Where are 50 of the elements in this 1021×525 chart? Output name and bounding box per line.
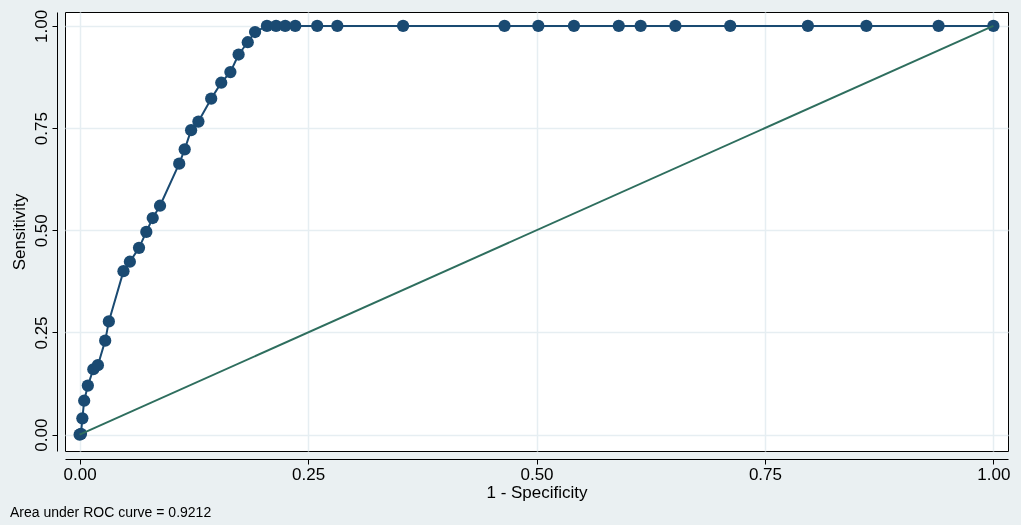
point (178, 143, 191, 156)
point (215, 76, 228, 89)
point (724, 19, 737, 33)
point (248, 25, 262, 39)
point (102, 315, 115, 328)
x-tick-label: 0.75 (748, 464, 782, 484)
point (932, 19, 945, 33)
point (99, 334, 112, 347)
point (279, 19, 292, 33)
x-tick-label: 0.50 (520, 464, 554, 484)
point (205, 92, 218, 105)
y-tick-label: 0.25 (31, 316, 51, 350)
point (146, 211, 159, 225)
text: Area under ROC curve = 0.9212 (10, 504, 212, 520)
point (81, 379, 94, 392)
x-axis-title: 1 - Specificity (486, 482, 589, 502)
point (669, 19, 682, 33)
y-tick-label: 0.50 (31, 214, 51, 248)
point (224, 65, 237, 79)
point (232, 48, 245, 61)
point (140, 225, 153, 239)
point (860, 19, 873, 33)
point (331, 19, 344, 33)
point (184, 124, 198, 137)
x-tick-label: 1.00 (977, 464, 1011, 484)
x-tick-label: 0.25 (292, 464, 326, 484)
x-tick-label: 0.00 (63, 464, 97, 484)
point (634, 19, 647, 33)
y-tick-label: 0.75 (31, 112, 51, 146)
point (532, 19, 545, 33)
point (132, 241, 146, 254)
point (123, 255, 136, 268)
point (173, 157, 186, 170)
point (311, 19, 324, 33)
point (498, 19, 511, 33)
y-axis-title: Sensitivity (9, 193, 29, 271)
point (76, 412, 89, 425)
point (567, 19, 581, 33)
point (612, 19, 625, 33)
point (78, 394, 91, 407)
y-tick-label: 1.00 (31, 9, 51, 43)
y-tick-label: 0.00 (31, 418, 51, 452)
point (396, 19, 410, 33)
point (289, 19, 302, 33)
point (192, 115, 205, 128)
point (91, 359, 105, 372)
point (153, 199, 167, 212)
point (241, 36, 254, 49)
point (117, 265, 130, 278)
point (801, 19, 815, 33)
